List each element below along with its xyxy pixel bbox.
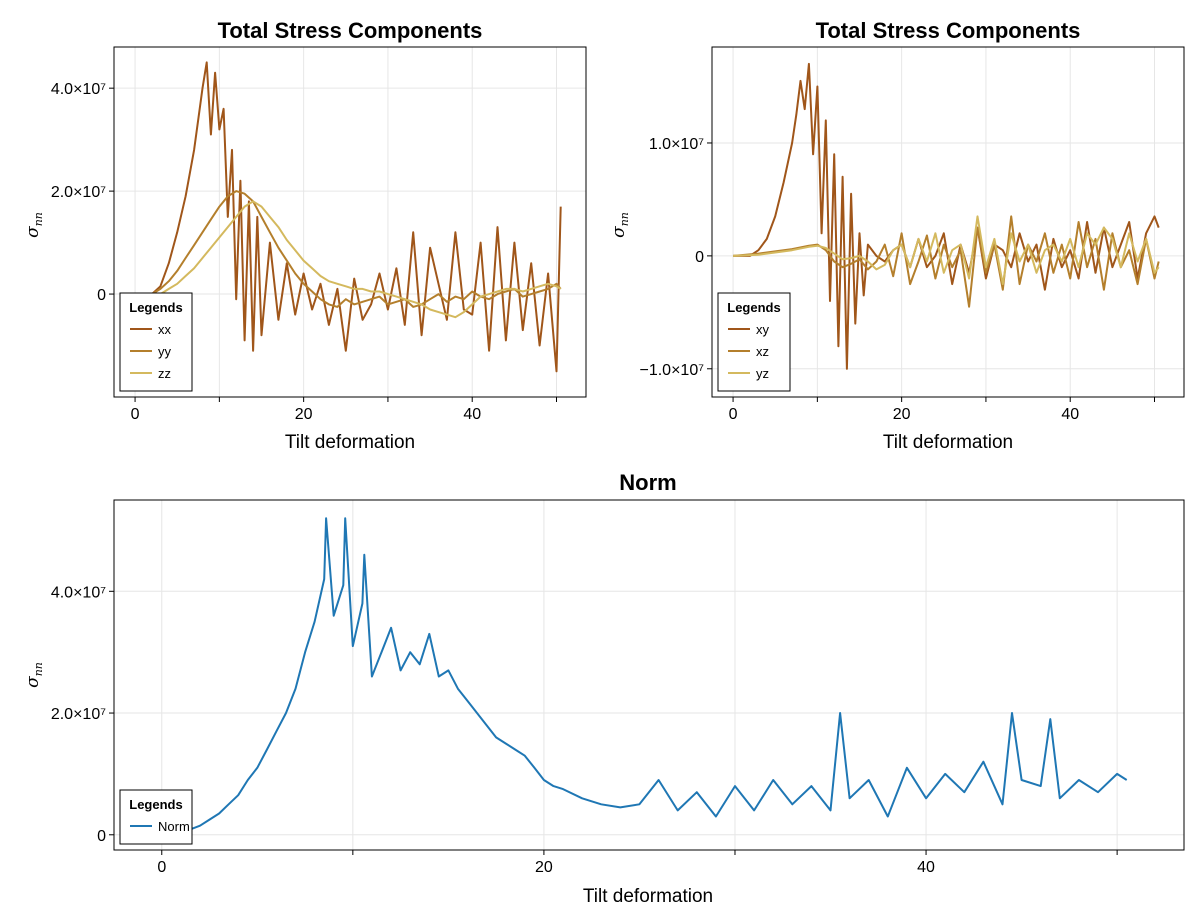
x-tick-label: 40	[1061, 406, 1079, 423]
legend-title: Legends	[129, 300, 182, 315]
series-line-norm	[161, 517, 1128, 836]
y-tick-label: 0	[695, 249, 704, 266]
x-tick-label: 0	[729, 406, 738, 423]
x-tick-label: 40	[463, 406, 481, 423]
y-tick-label: 2.0×10⁷	[51, 706, 106, 723]
plot-frame	[113, 499, 1185, 851]
legend-entry-yy: yy	[158, 344, 172, 359]
legend-entry-norm: Norm	[158, 819, 190, 834]
y-tick-label: 4.0×10⁷	[51, 584, 106, 601]
y-axis-label: σnn	[609, 212, 631, 238]
x-tick-label: 40	[917, 859, 935, 876]
x-axis-label: Tilt deformation	[285, 432, 415, 453]
panel-xy-xz-yz: Total Stress Components Tilt deformation…	[609, 18, 1185, 453]
y-tick-label: 2.0×10⁷	[51, 184, 106, 201]
series-line-zz	[135, 200, 562, 319]
panel-xx-yy-zz: Total Stress Components Tilt deformation…	[23, 18, 587, 453]
y-tick-label: 0	[97, 828, 106, 845]
legend-entry-zz: zz	[158, 366, 171, 381]
panel-title: Total Stress Components	[218, 18, 483, 43]
plot-frame	[711, 46, 1185, 398]
legend-box	[119, 789, 193, 845]
series-line-yz	[733, 215, 1160, 286]
series-line-yy	[135, 190, 562, 308]
y-tick-label: −1.0×10⁷	[639, 362, 704, 379]
legend-title: Legends	[129, 797, 182, 812]
panel-title: Total Stress Components	[816, 18, 1081, 43]
panel-norm: Norm Tilt deformation σnn 0 20 40 0 2.0×10⁷ 4…	[23, 470, 1185, 907]
series-line-xx	[135, 61, 562, 373]
series-line-xz	[733, 215, 1160, 308]
series-line-xy	[733, 62, 1160, 370]
y-axis-label: σnn	[23, 212, 45, 238]
plot-frame	[113, 46, 587, 398]
legend-entry-xz: xz	[756, 344, 769, 359]
legend: Legends Norm	[119, 789, 193, 845]
x-axis-label: Tilt deformation	[883, 432, 1013, 453]
legend-entry-xx: xx	[158, 322, 172, 337]
y-tick-label: 4.0×10⁷	[51, 81, 106, 98]
legend: Legends xx yy zz	[119, 292, 193, 392]
y-tick-label: 0	[97, 287, 106, 304]
legend-title: Legends	[727, 300, 780, 315]
y-axis-label: σnn	[23, 662, 45, 688]
x-tick-label: 20	[893, 406, 911, 423]
panel-title: Norm	[619, 470, 676, 495]
legend-entry-yz: yz	[756, 366, 769, 381]
x-tick-label: 0	[157, 859, 166, 876]
legend: Legends xy xz yz	[717, 292, 791, 392]
x-axis-label: Tilt deformation	[583, 886, 713, 907]
y-tick-label: 1.0×10⁷	[649, 136, 704, 153]
x-tick-label: 20	[535, 859, 553, 876]
x-tick-label: 0	[131, 406, 140, 423]
legend-entry-xy: xy	[756, 322, 770, 337]
legend-box	[717, 292, 791, 392]
legend-box	[119, 292, 193, 392]
x-tick-label: 20	[295, 406, 313, 423]
